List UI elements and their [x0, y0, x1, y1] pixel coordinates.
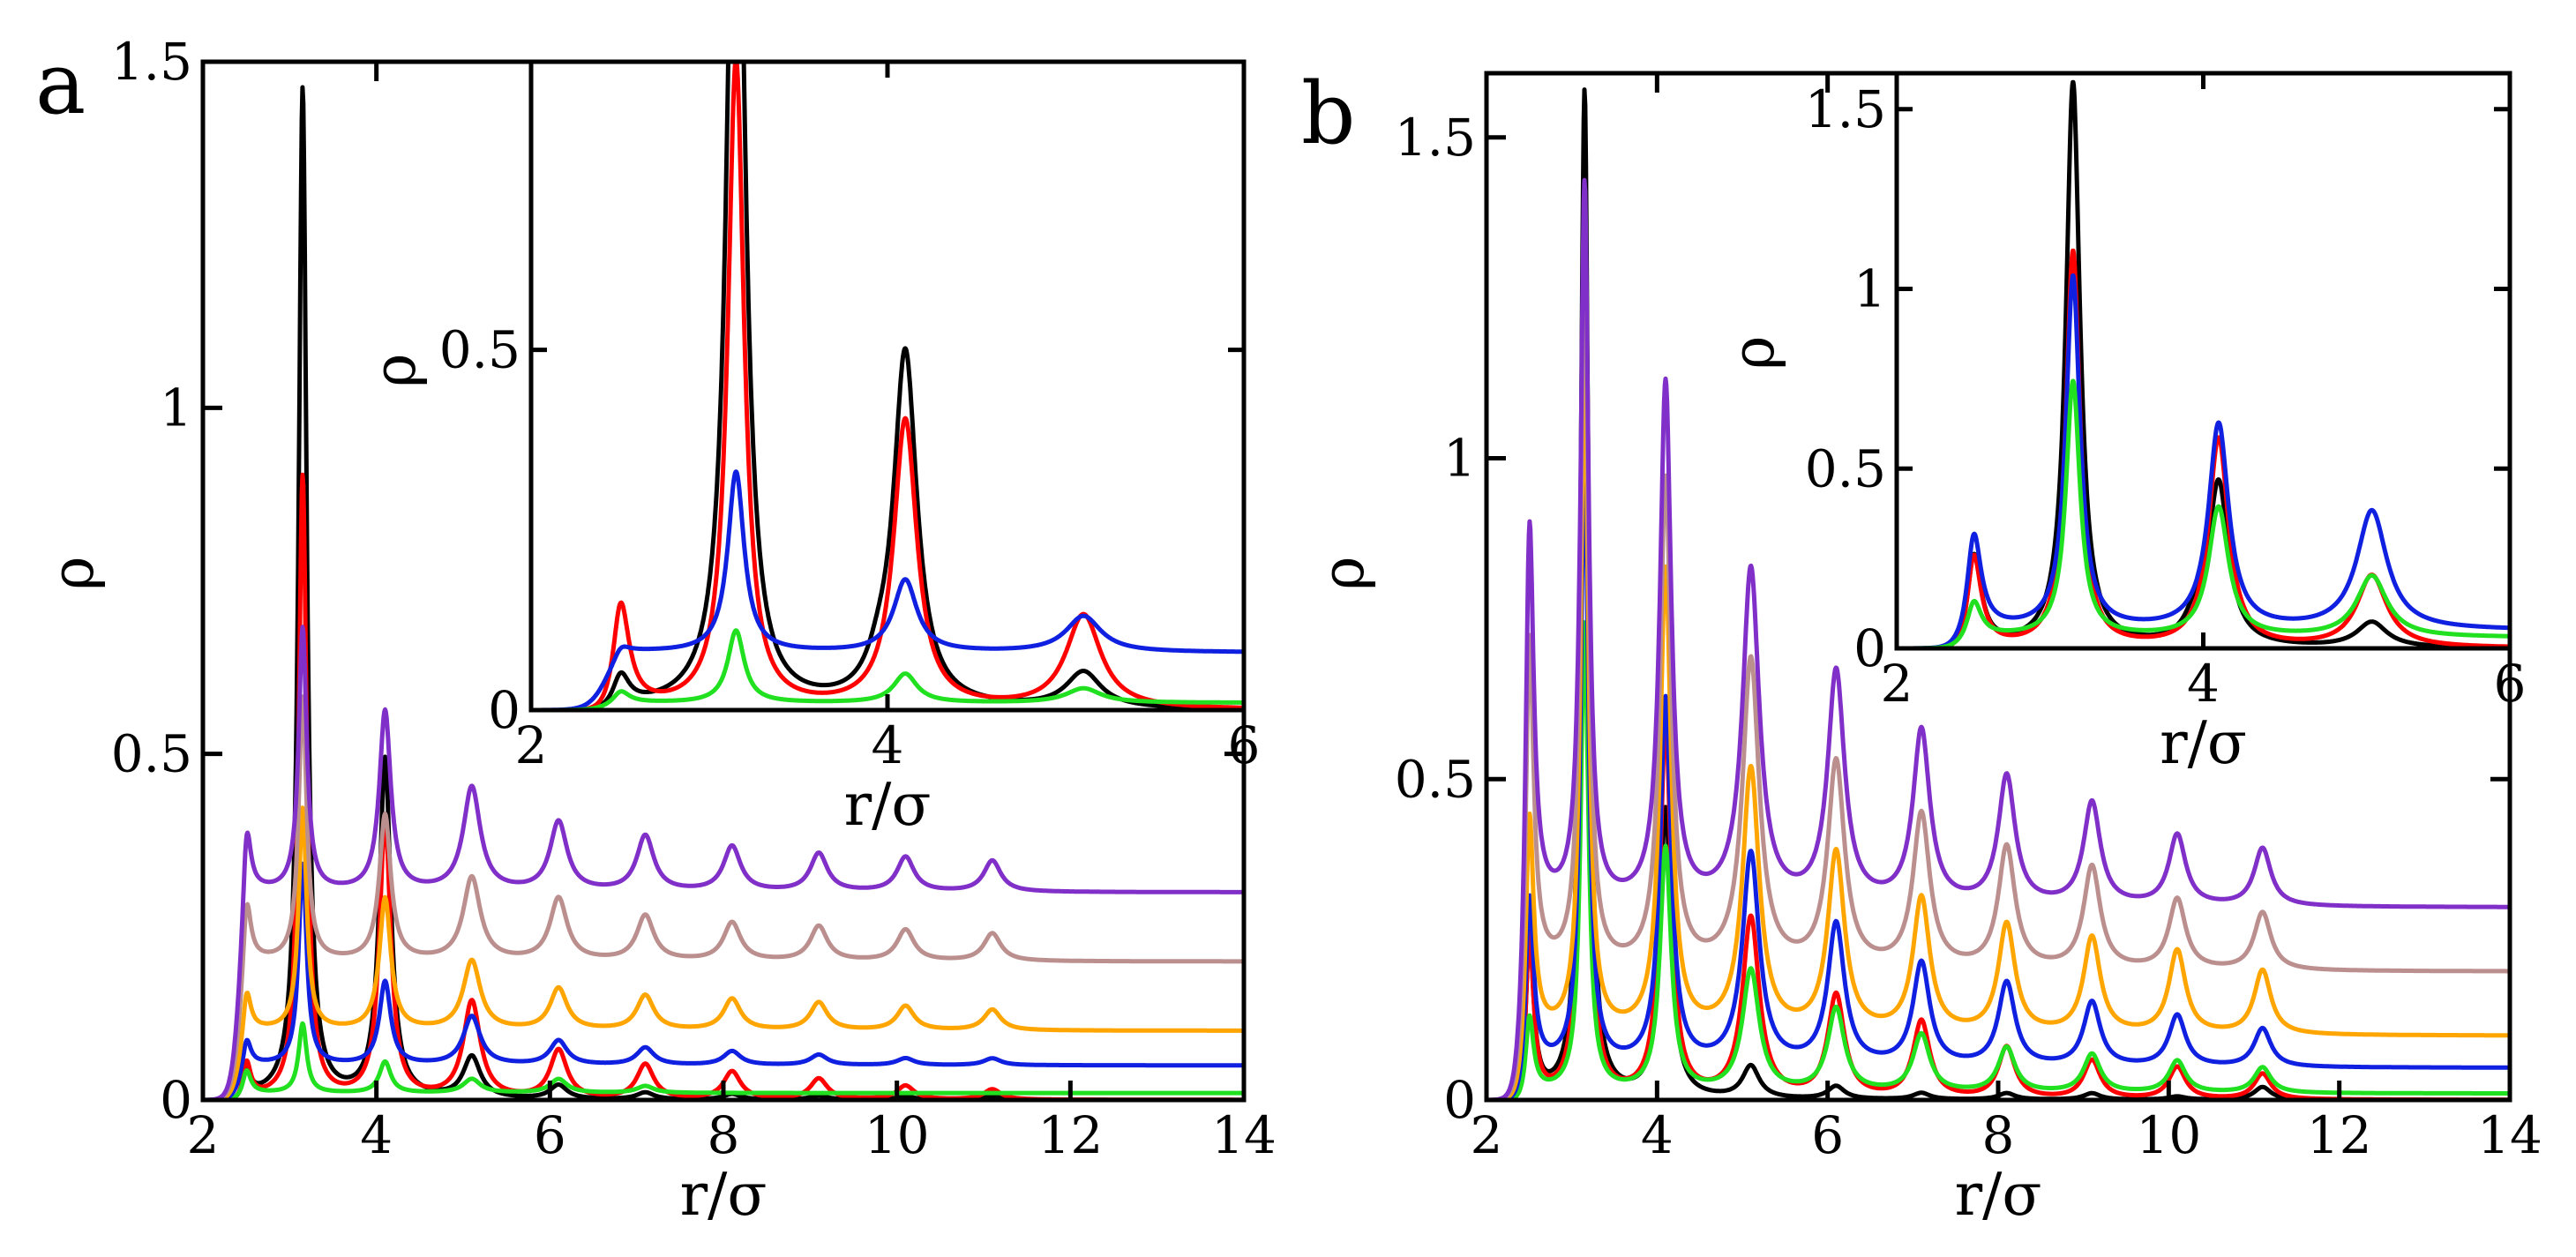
panel-b-xtick-label: 12: [2307, 1105, 2372, 1165]
panel-b-inset-y-axis-label: ρ: [1719, 336, 1787, 370]
panel-b-ytick-label: 1: [1443, 429, 1476, 489]
panel-a-y-axis-label: ρ: [39, 557, 107, 591]
panel-b-inset-xtick-label: 2: [1881, 654, 1913, 714]
panel-a-xtick-label: 2: [187, 1105, 220, 1165]
panel-a-ytick-label: 0: [160, 1070, 192, 1130]
panel-b-series-blue-line: [1486, 451, 2510, 1100]
panel-b-xtick-label: 14: [2477, 1105, 2542, 1165]
panel-label-a: a: [35, 34, 86, 133]
panel-b-inset-series-green-line: [1897, 378, 2510, 648]
panel-a-inset-xtick-label: 4: [872, 715, 904, 775]
panel-b-xtick-label: 10: [2136, 1105, 2201, 1165]
panel-a-x-axis-label: r/σ: [680, 1161, 768, 1229]
panel-a-series-orange-line: [203, 805, 1244, 1100]
panel-a-series-rosy-line: [203, 694, 1244, 1100]
panel-a-inset-x-axis-label: r/σ: [844, 771, 932, 839]
panel-b-x-axis-label: r/σ: [1955, 1161, 2042, 1229]
panel-b-inset-x-axis-label: r/σ: [2160, 709, 2247, 777]
panel-a-inset-series-red-line: [531, 62, 1244, 710]
panel-a-xtick-label: 10: [865, 1105, 930, 1165]
panel-a-ytick-label: 0.5: [111, 724, 192, 784]
panel-a-inset-y-axis-label: ρ: [361, 354, 429, 388]
panel-b-inset-series-blue-line: [1897, 273, 2510, 648]
panel-b-inset-ytick-label: 0: [1853, 618, 1886, 678]
panel-b-inset-xtick-label: 4: [2187, 654, 2220, 714]
panel-b-ytick-label: 0.5: [1395, 749, 1476, 809]
panel-b-series-purple-line: [1486, 177, 2510, 1100]
panel-a-ytick-label: 1.5: [111, 32, 192, 92]
panel-b-ytick-label: 0: [1443, 1070, 1476, 1130]
panel-b-inset-chart: 2 4 6 0 0.5 1 1.5 r/σ ρ: [1719, 71, 2527, 777]
panel-b-series-orange-line: [1486, 360, 2510, 1100]
panel-a-inset-ytick-label: 0: [488, 680, 520, 740]
panel-b-xtick-label: 6: [1811, 1105, 1844, 1165]
panel-b-ytick-label: 1.5: [1395, 108, 1476, 168]
panel-a-ytick-label: 1: [160, 378, 192, 438]
panel-a-xtick-label: 14: [1211, 1105, 1277, 1165]
panel-a-inset-ytick-label: 0.5: [439, 320, 520, 380]
panel-a-xtick-label: 8: [708, 1105, 740, 1165]
panel-a-inset-xtick-label: 2: [515, 715, 548, 775]
panel-a-inset-series-green-line: [531, 628, 1244, 710]
panel-b-y-axis-label: ρ: [1309, 557, 1377, 591]
panel-a-chart: 2 4 6 8 10 12 14 0 0.5 1 1.5 r/σ ρ: [39, 32, 1277, 1229]
panel-a-series-blue-line: [203, 861, 1244, 1100]
panel-b-inset-series-red-line: [1897, 248, 2510, 648]
panel-b-xtick-label: 2: [1471, 1105, 1503, 1165]
panel-label-b: b: [1301, 64, 1355, 163]
panel-b-inset-ytick-label: 1: [1853, 259, 1886, 319]
panel-a-inset-chart: 2 4 6 0 0.5 r/σ ρ: [361, 59, 1261, 839]
panel-a-inset-series-blue-line: [531, 469, 1244, 710]
panel-a-series-purple-line: [203, 625, 1244, 1100]
panel-b-inset-xtick-label: 6: [2494, 654, 2527, 714]
panel-b-xtick-label: 8: [1982, 1105, 2015, 1165]
panel-a-xtick-label: 6: [534, 1105, 566, 1165]
panel-b-xtick-label: 4: [1641, 1105, 1674, 1165]
panel-a-inset-xtick-label: 6: [1228, 715, 1261, 775]
panel-b-series-rosy-line: [1486, 243, 2510, 1100]
panel-b-inset-ytick-label: 0.5: [1805, 438, 1886, 498]
panel-a-xtick-label: 12: [1037, 1105, 1103, 1165]
panel-a-xtick-label: 4: [360, 1105, 393, 1165]
panel-b-inset-ytick-label: 1.5: [1805, 79, 1886, 139]
